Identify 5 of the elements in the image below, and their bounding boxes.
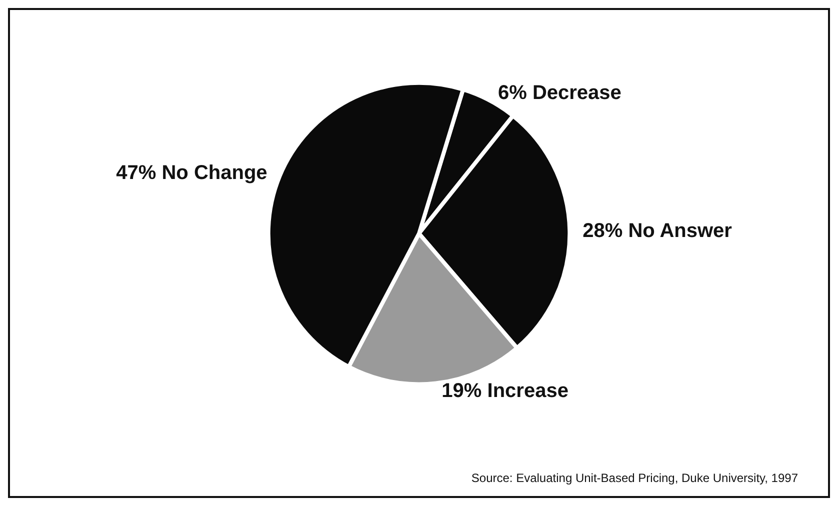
slice-label: 47% No Change <box>116 162 268 184</box>
source-note: Source: Evaluating Unit-Based Pricing, Duke University, 1997 <box>471 471 798 485</box>
slice-label: 6% Decrease <box>498 82 622 104</box>
slice-label: 19% Increase <box>442 380 568 402</box>
slice-label: 28% No Answer <box>582 220 732 242</box>
